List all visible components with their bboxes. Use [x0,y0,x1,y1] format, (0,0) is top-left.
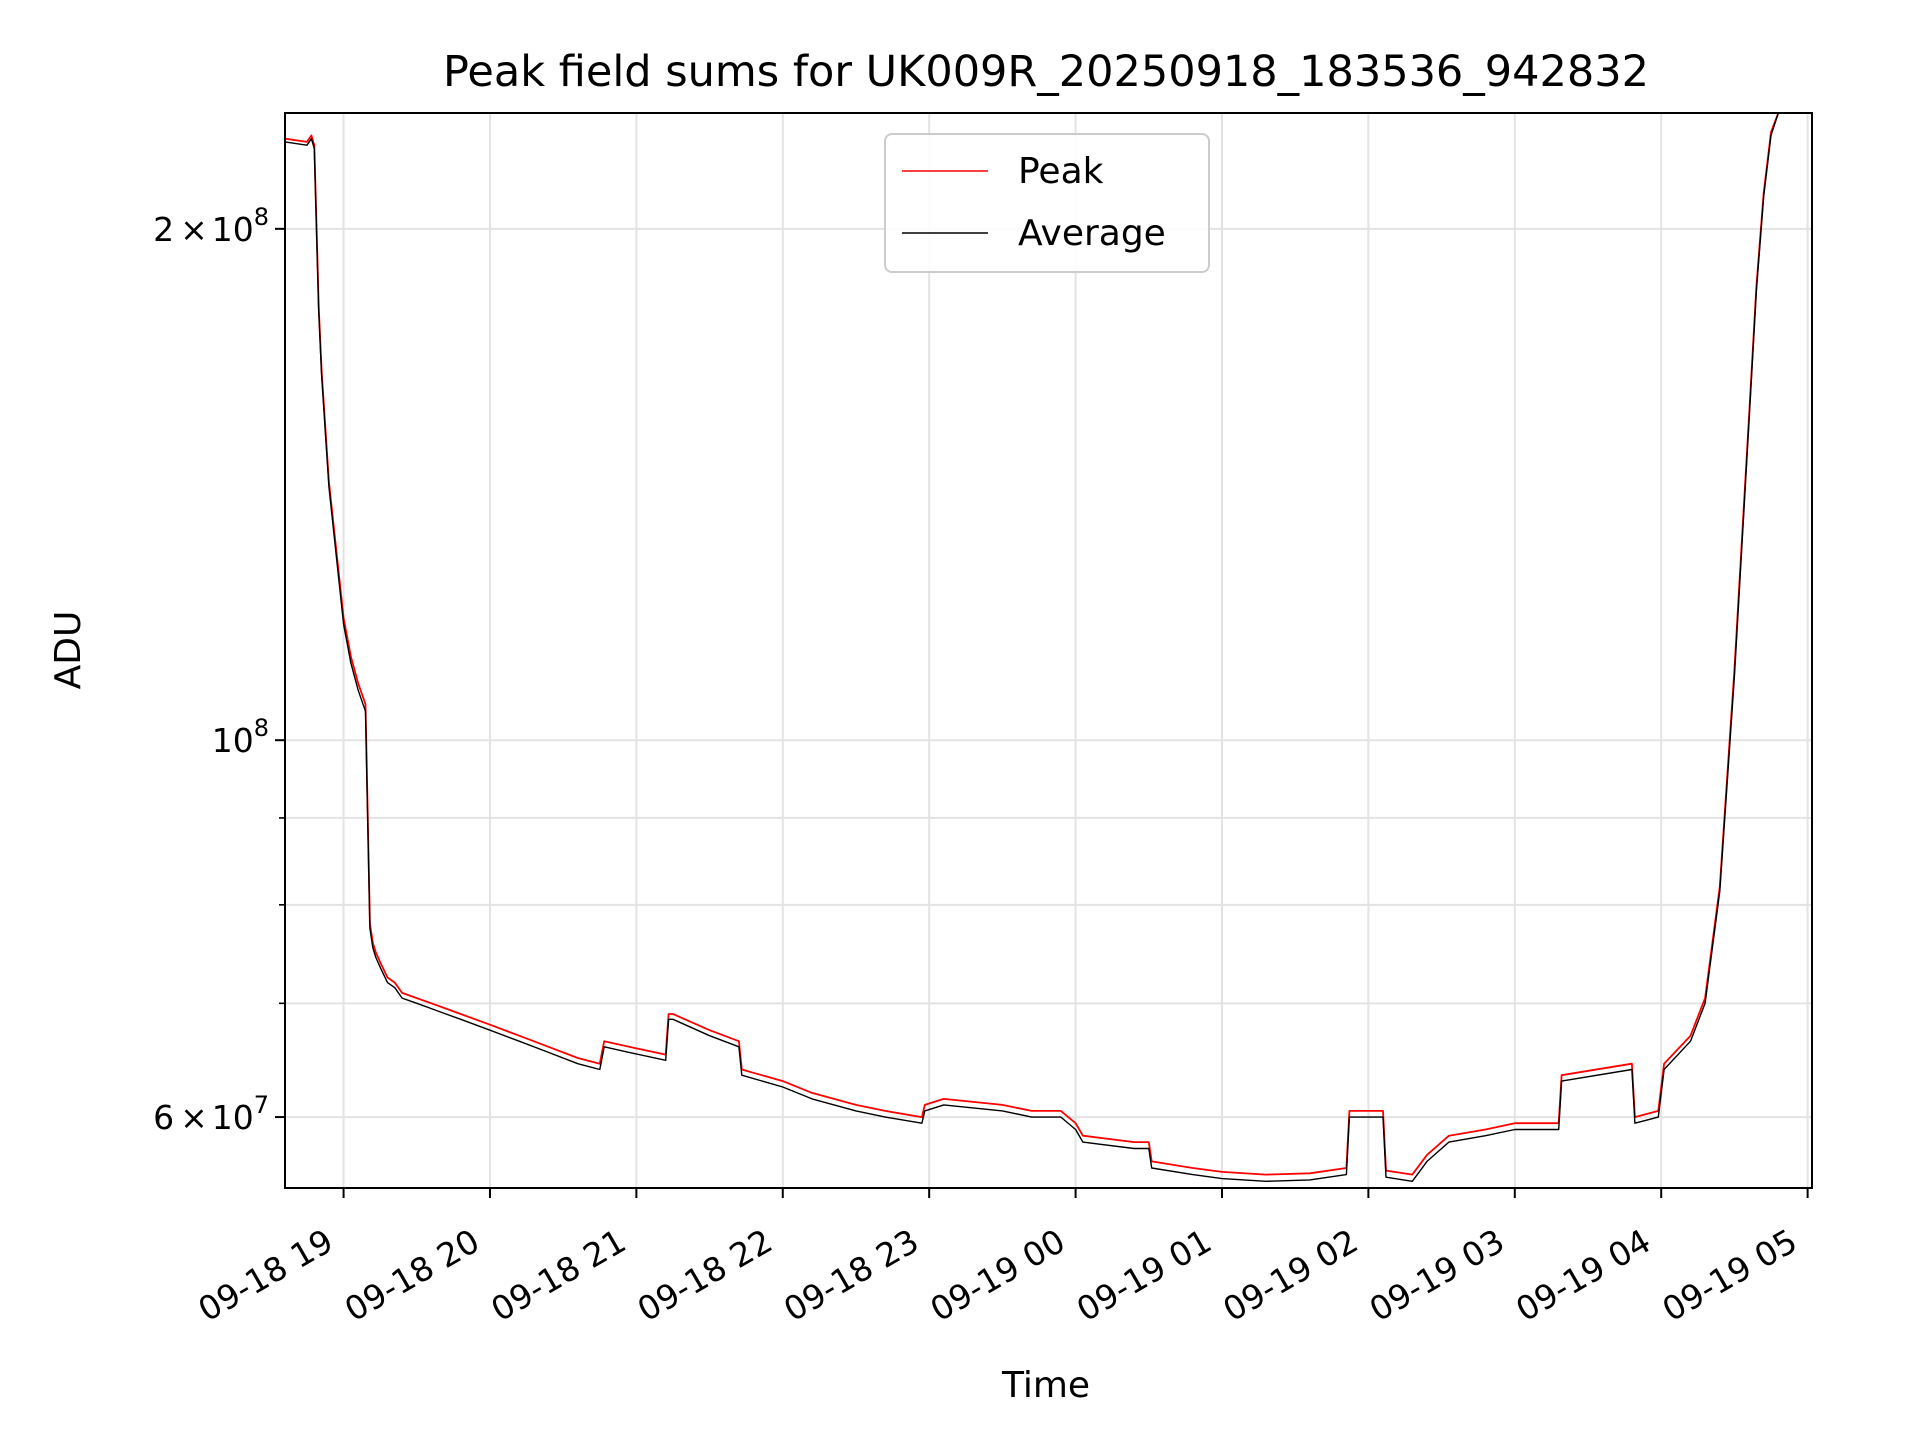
series-layer [285,113,1786,1183]
legend-label-average: Average [1018,213,1166,254]
plot-frame [284,112,1813,1189]
legend-box [884,133,1210,273]
x-tick-label: 09-19 03 [1363,1221,1511,1329]
legend-label-peak: Peak [1018,151,1104,192]
x-tick-label: 09-19 00 [924,1221,1072,1329]
x-tick-label: 09-18 23 [777,1221,925,1329]
x-tick-label: 09-18 19 [192,1221,340,1329]
chart-title: Peak field sums for UK009R_20250918_1835… [443,47,1649,97]
x-tick-label: 09-18 21 [484,1221,632,1329]
x-tick-label: 09-19 01 [1070,1221,1218,1329]
y-axis-label: ADU [48,611,89,690]
x-tick-label: 09-19 02 [1216,1221,1364,1329]
x-tick-label: 09-18 20 [338,1221,486,1329]
x-tick-label: 09-19 05 [1656,1221,1804,1329]
series-line-average [285,113,1786,1183]
y-tick-label: 108 [212,714,269,760]
x-tick-label: 09-18 22 [631,1221,779,1329]
y-tick-label: 2 × 108 [153,203,269,249]
y-tick-label: 6 × 107 [153,1091,269,1137]
grid [285,113,1812,1188]
x-tick-label: 09-19 04 [1509,1221,1657,1329]
series-line-peak [285,113,1786,1176]
x-axis-label: Time [1001,1365,1090,1406]
legend: Peak Average [884,133,1210,273]
